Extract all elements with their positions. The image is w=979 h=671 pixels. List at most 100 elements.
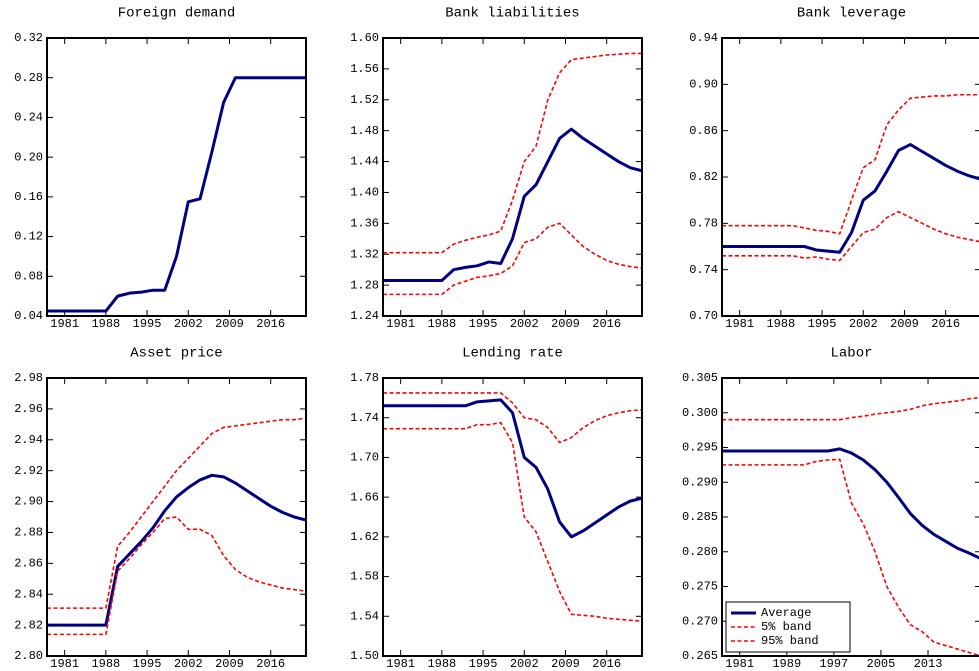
y-tick-label: 0.16: [14, 190, 43, 204]
x-tick-label: 1997: [819, 657, 848, 671]
y-tick-label: 0.12: [14, 230, 43, 244]
y-tick-label: 1.60: [350, 31, 379, 45]
y-tick-label: 1.48: [350, 124, 379, 138]
x-tick-label: 2005: [867, 657, 896, 671]
series-line: [383, 127, 643, 282]
series-line: [722, 210, 979, 262]
series-line: [383, 398, 643, 539]
y-tick-label: 0.08: [14, 269, 43, 283]
y-tick-label: 0.290: [682, 475, 718, 489]
y-tick-label: 0.280: [682, 545, 718, 559]
y-tick-label: 0.265: [682, 649, 718, 663]
panel: Bank liabilities 1.24 1.28 1.32 1.36 1.40 1.44…: [350, 6, 643, 331]
x-tick-label: 1988: [766, 317, 795, 331]
x-tick-label: 1995: [133, 317, 162, 331]
x-tick-label: 2002: [510, 657, 539, 671]
y-tick-label: 1.36: [350, 217, 379, 231]
y-tick-label: 1.62: [350, 530, 379, 544]
x-tick-label: 2002: [174, 317, 203, 331]
series-line: [722, 458, 979, 657]
series-line: [383, 421, 643, 623]
y-tick-label: 0.275: [682, 580, 718, 594]
y-tick-label: 1.54: [350, 609, 379, 623]
y-tick-label: 0.285: [682, 510, 718, 524]
series-line: [383, 392, 643, 444]
x-tick-label: 1981: [386, 317, 415, 331]
y-tick-label: 0.78: [689, 217, 718, 231]
series-line: [722, 93, 979, 235]
y-tick-label: 0.90: [689, 78, 718, 92]
x-tick-label: 1981: [50, 657, 79, 671]
y-tick-label: 2.96: [14, 402, 43, 416]
x-tick-label: 1995: [469, 317, 498, 331]
legend-label: 5% band: [761, 620, 811, 634]
y-tick-label: 2.94: [14, 433, 43, 447]
panel: Asset price 2.80 2.82 2.84 2.86 2.88 2.90 2.92 2…: [14, 346, 307, 671]
panel: Foreign demand 0.04 0.08 0.12 0.16 0.20 0.24 0.…: [14, 6, 307, 331]
chart-title: Asset price: [130, 346, 222, 362]
x-tick-label: 2009: [551, 657, 580, 671]
x-tick-label: 1995: [133, 657, 162, 671]
legend-label: Average: [761, 606, 811, 620]
x-tick-label: 1981: [725, 317, 754, 331]
y-tick-label: 1.56: [350, 62, 379, 76]
x-tick-label: 2009: [890, 317, 919, 331]
y-tick-label: 0.300: [682, 406, 718, 420]
x-tick-label: 1988: [427, 317, 456, 331]
y-tick-label: 1.74: [350, 411, 379, 425]
y-tick-label: 0.94: [689, 31, 718, 45]
x-tick-label: 2009: [215, 657, 244, 671]
series-line: [47, 516, 307, 636]
y-tick-label: 2.84: [14, 587, 43, 601]
legend-label: 95% band: [761, 634, 819, 648]
y-tick-label: 0.82: [689, 170, 718, 184]
series-line: [47, 473, 307, 627]
plot-frame: [46, 37, 307, 317]
x-tick-label: 2002: [510, 317, 539, 331]
x-tick-label: 1988: [91, 657, 120, 671]
y-tick-label: 0.20: [14, 150, 43, 164]
y-tick-label: 1.24: [350, 309, 379, 323]
x-tick-label: 2002: [849, 317, 878, 331]
panel: Lending rate 1.50 1.54 1.58 1.62 1.66 1.70 1.74…: [350, 346, 643, 671]
y-tick-label: 0.28: [14, 71, 43, 85]
series-line: [47, 76, 306, 313]
chart-title: Bank leverage: [797, 6, 906, 22]
x-tick-label: 1981: [50, 317, 79, 331]
x-tick-label: 2002: [174, 657, 203, 671]
y-tick-label: 2.88: [14, 526, 43, 540]
chart-title: Labor: [830, 346, 872, 362]
plot-frame: [721, 37, 979, 317]
y-tick-label: 2.92: [14, 464, 43, 478]
y-tick-label: 2.82: [14, 618, 43, 632]
y-tick-label: 0.24: [14, 111, 43, 125]
y-tick-label: 2.86: [14, 557, 43, 571]
y-tick-label: 1.58: [350, 570, 379, 584]
x-tick-label: 2016: [931, 317, 960, 331]
series-line: [722, 143, 979, 254]
y-tick-label: 2.80: [14, 649, 43, 663]
y-tick-label: 1.40: [350, 186, 379, 200]
x-tick-label: 2009: [551, 317, 580, 331]
y-tick-label: 0.305: [682, 371, 718, 385]
y-tick-label: 1.66: [350, 490, 379, 504]
x-tick-label: 2009: [215, 317, 244, 331]
x-tick-label: 2016: [256, 657, 285, 671]
series-line: [722, 447, 979, 560]
y-tick-label: 0.32: [14, 31, 43, 45]
x-tick-label: 1981: [386, 657, 415, 671]
x-tick-label: 2016: [256, 317, 285, 331]
y-tick-label: 1.32: [350, 247, 379, 261]
y-tick-label: 2.98: [14, 371, 43, 385]
x-tick-label: 2016: [592, 657, 621, 671]
panel: Labor 0.265 0.270 0.275 0.280 0.285 0.290 0.295…: [682, 346, 979, 671]
x-tick-label: 1981: [725, 657, 754, 671]
y-tick-label: 0.74: [689, 263, 718, 277]
chart-title: Foreign demand: [118, 6, 236, 22]
y-tick-label: 0.270: [682, 614, 718, 628]
chart-title: Bank liabilities: [445, 6, 579, 22]
plot-frame: [382, 37, 643, 317]
x-tick-label: 2016: [592, 317, 621, 331]
series-line: [722, 396, 979, 421]
chart-title: Lending rate: [462, 346, 563, 362]
